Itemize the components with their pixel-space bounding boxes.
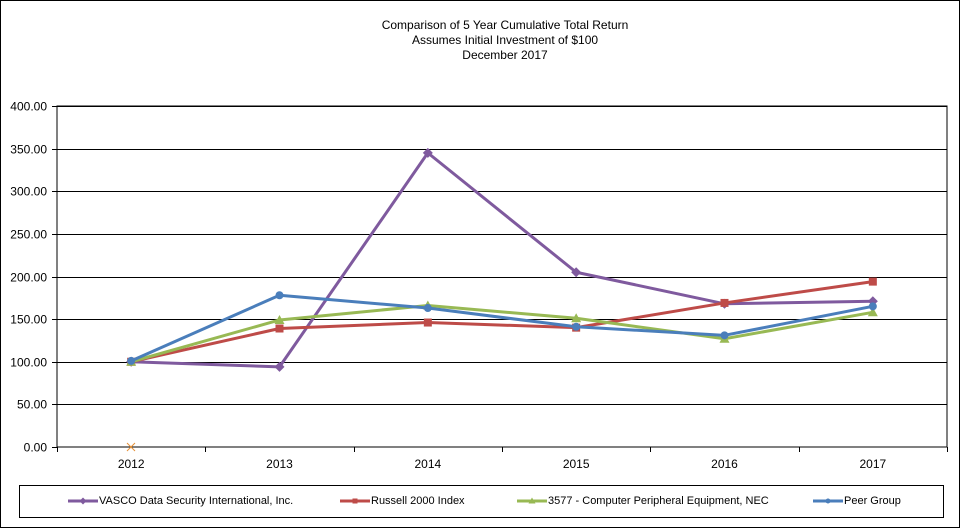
x-tick-label-1: 2013 — [266, 457, 293, 471]
legend-item-0: VASCO Data Security International, Inc. — [68, 495, 293, 507]
legend-label-3: Peer Group — [844, 495, 901, 508]
series-line-3 — [130, 293, 874, 363]
series-1-point-1 — [275, 324, 284, 333]
series-3-point-5 — [868, 302, 877, 311]
y-tick-label-3: 150.00 — [10, 313, 47, 327]
series-2-point-1 — [274, 314, 285, 324]
legend-swatch-3 — [813, 498, 843, 504]
legend-label-2: 3577 - Computer Peripheral Equipment, NE… — [548, 495, 769, 508]
legend-swatch-0 — [68, 497, 98, 505]
legend-item-1: Russell 2000 Index — [340, 495, 465, 507]
series-3-point-1 — [275, 291, 284, 300]
y-tick-label-1: 50.00 — [17, 398, 47, 412]
y-tick-label-5: 250.00 — [10, 228, 47, 242]
series-line-1 — [130, 280, 874, 364]
series-0-point-2 — [422, 147, 433, 158]
chart-title: Comparison of 5 Year Cumulative Total Re… — [0, 18, 960, 63]
legend-swatch-marker-1 — [352, 498, 358, 504]
series-3-point-3 — [572, 322, 581, 331]
chart-title-line-2: Assumes Initial Investment of $100 — [411, 33, 599, 47]
x-tick-label-4: 2016 — [711, 457, 738, 471]
series-0-point-3 — [571, 267, 582, 278]
legend-swatch-1 — [340, 498, 370, 504]
legend-swatch-2 — [517, 497, 547, 504]
series-1-point-4 — [720, 298, 729, 307]
y-tick-label-6: 300.00 — [10, 185, 47, 199]
y-tick-label-8: 400.00 — [10, 100, 47, 114]
legend-item-2: 3577 - Computer Peripheral Equipment, NE… — [517, 495, 769, 507]
y-tick-label-0: 0.00 — [24, 441, 48, 455]
x-tick-label-5: 2017 — [859, 457, 886, 471]
chart-title-line-3: December 2017 — [462, 48, 548, 62]
y-tick-label-4: 200.00 — [10, 271, 47, 285]
series-3-point-4 — [720, 331, 729, 340]
series-2-point-3 — [571, 313, 582, 323]
y-tick-label-7: 350.00 — [10, 143, 47, 157]
plot-area — [56, 105, 948, 448]
series-3-point-0 — [127, 356, 136, 365]
series-1-point-2 — [423, 318, 432, 327]
legend-swatch-marker-0 — [79, 497, 87, 505]
series-line-2 — [130, 303, 874, 364]
legend-swatch-marker-3 — [825, 498, 831, 504]
legend-swatch-marker-2 — [528, 497, 536, 504]
series-1 — [127, 277, 877, 366]
x-tick-label-0: 2012 — [118, 457, 145, 471]
series-2-point-5 — [867, 307, 878, 317]
x-tick-label-3: 2015 — [563, 457, 590, 471]
series-3-point-2 — [423, 304, 432, 313]
series-0-point-1 — [274, 361, 285, 372]
series-line-0 — [131, 151, 873, 369]
series-3 — [127, 291, 877, 365]
origin-cross-mark — [126, 442, 136, 452]
legend-label-0: VASCO Data Security International, Inc. — [99, 495, 294, 508]
x-tick-label-2: 2014 — [414, 457, 441, 471]
legend: VASCO Data Security International, Inc. R… — [19, 485, 944, 518]
legend-item-3: Peer Group — [813, 495, 901, 507]
series-2 — [126, 300, 878, 366]
legend-label-1: Russell 2000 Index — [371, 495, 465, 508]
series-1-point-5 — [868, 277, 877, 286]
chart-title-line-1: Comparison of 5 Year Cumulative Total Re… — [381, 18, 629, 32]
y-tick-label-2: 100.00 — [10, 356, 47, 370]
